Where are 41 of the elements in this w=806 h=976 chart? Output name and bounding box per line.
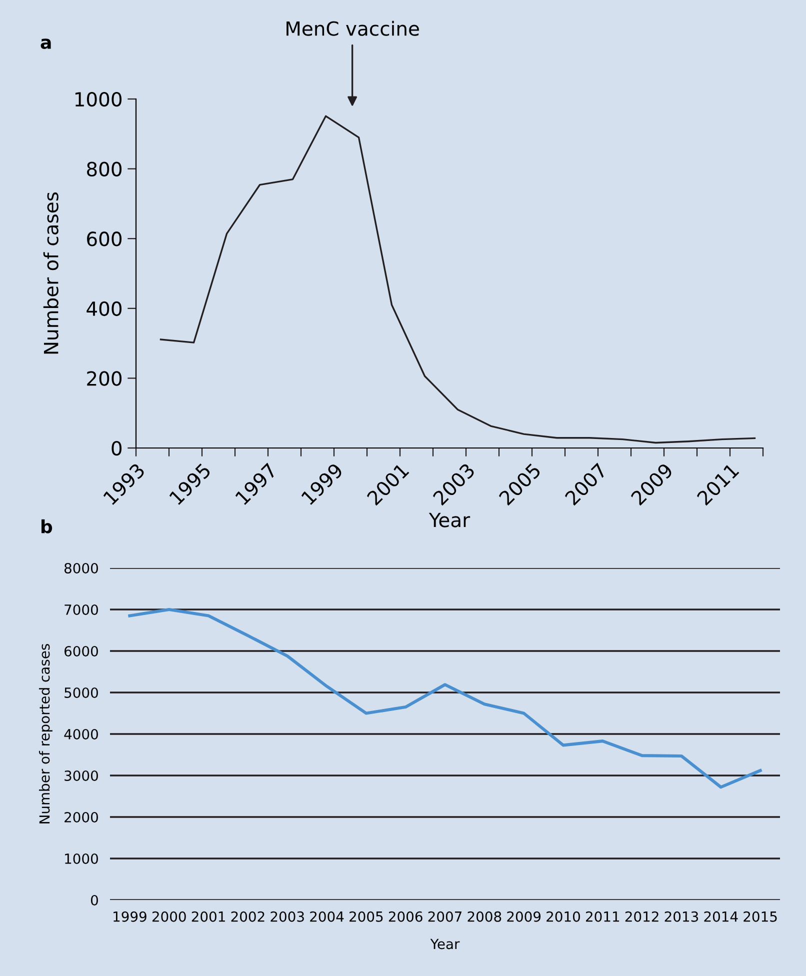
y-tick-label: 0 bbox=[90, 894, 98, 906]
y-tick-label: 6000 bbox=[64, 646, 98, 656]
y-tick-label: 4000 bbox=[64, 728, 98, 740]
x-tick-label: 2008 bbox=[468, 911, 502, 922]
x-tick-label: 2013 bbox=[664, 911, 698, 922]
y-tick-label: 7000 bbox=[64, 604, 98, 615]
chart-title: b bbox=[42, 519, 52, 534]
y-tick-label: 8000 bbox=[64, 562, 98, 574]
x-axis-title: Year bbox=[430, 938, 460, 950]
y-tick-label: 3000 bbox=[64, 770, 98, 781]
y-tick-label: 200 bbox=[87, 371, 122, 386]
y-tick-label: 2000 bbox=[64, 812, 98, 822]
x-axis-title: Year bbox=[428, 512, 470, 528]
y-tick-label: 800 bbox=[87, 162, 122, 176]
y-axis-title: Number of reported cases bbox=[38, 644, 52, 824]
x-tick-label: 2003 bbox=[270, 911, 304, 922]
y-tick-label: 1000 bbox=[65, 853, 98, 864]
x-tick-label: 2014 bbox=[704, 911, 738, 922]
x-tick-label: 2007 bbox=[428, 911, 462, 922]
x-tick-label: 2001 bbox=[192, 911, 225, 922]
x-tick-label: 2015 bbox=[744, 911, 777, 922]
x-tick-label: 2006 bbox=[388, 911, 422, 922]
y-tick-label: 1000 bbox=[75, 92, 122, 107]
y-tick-label: 0 bbox=[112, 440, 122, 456]
line-series bbox=[160, 115, 756, 444]
x-tick-label: 2002 bbox=[231, 911, 264, 922]
text: MenC vaccine bbox=[286, 20, 419, 36]
x-tick-label: 2005 bbox=[350, 911, 383, 922]
x-tick-label: 2010 bbox=[546, 911, 580, 922]
y-tick-label: 5000 bbox=[64, 687, 98, 698]
x-tick-label: 2000 bbox=[152, 911, 186, 922]
x-tick-label: 2012 bbox=[625, 911, 658, 922]
line-series bbox=[128, 608, 762, 789]
x-tick-label: 2009 bbox=[507, 911, 541, 922]
y-axis-title: Number of cases bbox=[43, 192, 58, 354]
chart-title: a bbox=[40, 38, 51, 50]
y-tick-label: 600 bbox=[87, 232, 122, 246]
y-tick-label: 400 bbox=[86, 301, 122, 316]
x-tick-label: 2011 bbox=[586, 911, 620, 922]
x-tick-label: 1999 bbox=[114, 911, 146, 922]
x-tick-label: 2004 bbox=[310, 911, 344, 922]
